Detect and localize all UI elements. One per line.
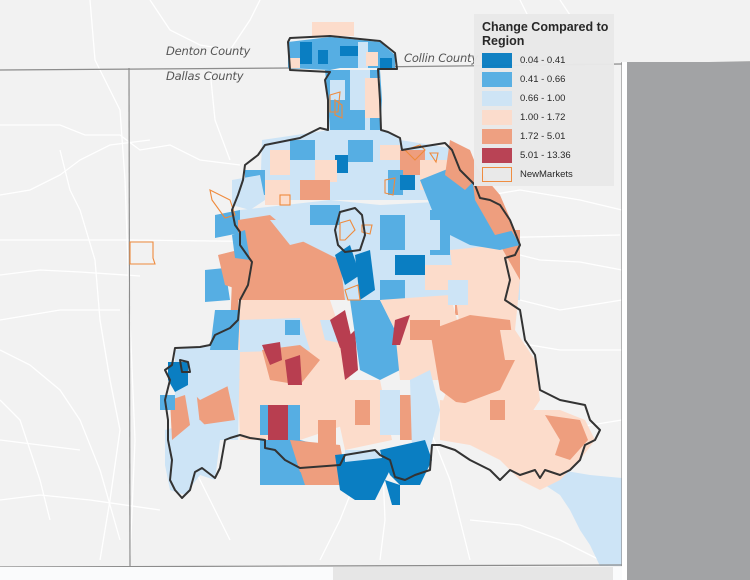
legend-swatch-1-00-1-72	[482, 110, 512, 125]
legend-swatch-0-04-0-41	[482, 53, 512, 68]
legend-label: 1.00 - 1.72	[520, 112, 566, 123]
legend-swatch-0-41-0-66	[482, 72, 512, 87]
map-legend: Change Compared to Region 0.04 - 0.41 0.…	[474, 14, 614, 186]
legend-swatch-0-66-1-00	[482, 91, 512, 106]
legend-item: 0.41 - 0.66	[482, 70, 614, 89]
side-panel	[627, 62, 750, 580]
census-tracts[interactable]	[160, 22, 595, 505]
side-panel-edge	[622, 62, 627, 580]
tract-region-southeast-lake	[530, 460, 622, 566]
county-label-collin: Collin County	[404, 51, 478, 65]
legend-label: 5.01 - 13.36	[520, 150, 571, 161]
legend-swatch-1-72-5-01	[482, 129, 512, 144]
newmarkets-outlines[interactable]	[129, 91, 439, 301]
city-boundary	[164, 35, 601, 499]
legend-title: Change Compared to Region	[482, 20, 609, 48]
legend-label: 0.41 - 0.66	[520, 74, 566, 85]
legend-label: NewMarkets	[520, 169, 573, 180]
legend-item: 0.66 - 1.00	[482, 89, 614, 108]
legend-item: 0.04 - 0.41	[482, 51, 614, 70]
county-label-dallas: Dallas County	[166, 69, 244, 83]
legend-label: 1.72 - 5.01	[520, 131, 566, 142]
legend-swatch-5-01-13-36	[482, 148, 512, 163]
county-label-denton: Denton County	[166, 44, 251, 58]
road-network	[0, 0, 623, 561]
legend-label: 0.66 - 1.00	[520, 93, 566, 104]
legend-label: 0.04 - 0.41	[520, 55, 566, 66]
legend-item: 1.00 - 1.72	[482, 108, 614, 127]
legend-item: 1.72 - 5.01	[482, 127, 614, 146]
legend-item: NewMarkets	[482, 165, 614, 184]
bottom-strip-right	[333, 567, 613, 580]
legend-item: 5.01 - 13.36	[482, 146, 614, 165]
legend-swatch-newmarkets	[482, 167, 512, 182]
